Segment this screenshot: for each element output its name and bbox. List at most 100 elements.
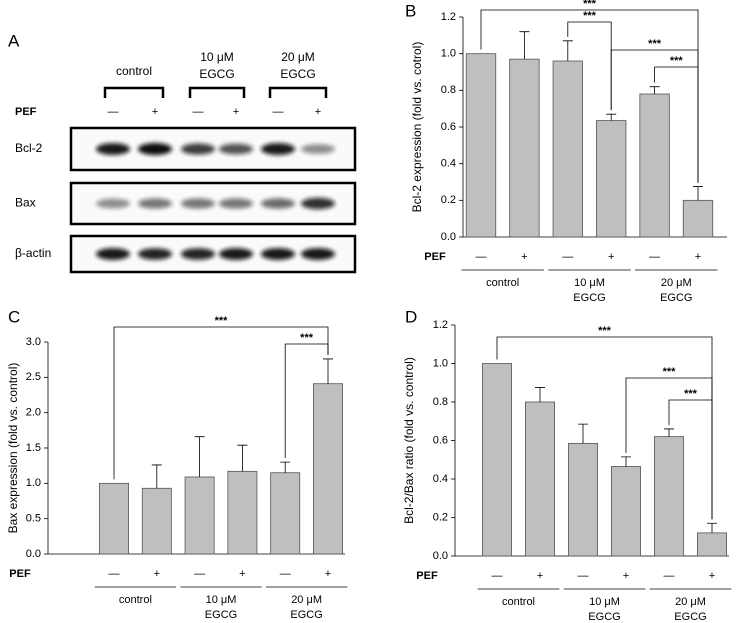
error-bar	[280, 461, 291, 473]
blot-band	[96, 198, 130, 209]
bar	[567, 442, 599, 557]
group-label: 10 μM	[200, 50, 234, 64]
blot-row-label: Bcl-2	[15, 141, 43, 155]
error-bar	[151, 464, 162, 489]
blot-band	[219, 143, 253, 155]
bar	[596, 120, 627, 238]
significance-label: ***	[583, 10, 597, 22]
y-tick-label: 0.8	[441, 84, 456, 96]
y-axis-title: Bcl-2 expression (fold vs. cotrol)	[410, 42, 424, 213]
error-bar	[606, 113, 617, 121]
group-label: control	[486, 277, 519, 289]
group-label: EGCG	[660, 292, 692, 304]
blot-band	[138, 143, 172, 155]
group-label: control	[502, 596, 535, 608]
y-tick-label: 1.2	[441, 11, 456, 23]
x-tick-label: —	[578, 570, 589, 582]
error-bar	[621, 456, 631, 467]
blot-band	[181, 143, 215, 155]
x-tick-label: +	[695, 251, 701, 263]
blot-band	[219, 248, 253, 260]
row-label: PEF	[15, 106, 37, 118]
bar	[696, 532, 728, 557]
significance-label: ***	[648, 38, 662, 50]
group-bracket	[188, 86, 246, 98]
blot-band	[261, 248, 295, 260]
error-bar	[519, 31, 530, 60]
group-label: EGCG	[280, 67, 315, 81]
x-tick-label: +	[521, 251, 527, 263]
lane-label: +	[152, 106, 158, 118]
error-bar	[707, 522, 717, 533]
row-label: PEF	[416, 570, 438, 582]
error-bar	[237, 444, 248, 472]
bar	[509, 58, 540, 238]
x-tick-label: —	[280, 568, 291, 580]
significance-label: ***	[598, 325, 612, 337]
blot-band	[96, 248, 130, 260]
y-tick-label: 1.0	[441, 48, 456, 60]
blot-band	[261, 198, 295, 209]
significance-label: ***	[663, 366, 677, 378]
significance-bracket	[668, 399, 713, 520]
x-tick-label: +	[623, 570, 629, 582]
y-tick-label: 1.0	[433, 357, 448, 369]
group-label: 20 μM	[661, 277, 692, 289]
error-bar	[562, 40, 573, 61]
x-tick-label: —	[476, 251, 487, 263]
group-label: EGCG	[205, 609, 237, 621]
bar	[653, 436, 685, 557]
y-axis-title: Bcl-2/Bax ratio (fold vs. control)	[402, 357, 416, 524]
bar	[184, 476, 215, 555]
y-tick-label: 0.0	[441, 231, 456, 243]
significance-label: ***	[670, 55, 684, 67]
group-label: control	[119, 594, 152, 606]
bar	[141, 487, 172, 555]
bar	[99, 482, 129, 555]
significance-label: ***	[215, 315, 229, 327]
x-tick-label: +	[154, 568, 160, 580]
group-label: 10 μM	[206, 594, 237, 606]
significance-bracket	[113, 326, 329, 480]
group-label: EGCG	[290, 609, 322, 621]
y-tick-label: 0.0	[26, 548, 41, 560]
error-bar	[535, 387, 545, 402]
y-tick-label: 0.2	[441, 194, 456, 206]
blot-band	[181, 248, 215, 260]
blot-row-label: Bax	[15, 196, 36, 210]
group-bracket	[268, 86, 328, 98]
bar	[610, 466, 642, 557]
significance-label: ***	[300, 332, 314, 344]
x-tick-label: —	[492, 570, 503, 582]
y-axis-title: Bax expression (fold vs. control)	[6, 363, 20, 534]
x-tick-label: +	[709, 570, 715, 582]
group-bracket	[103, 86, 165, 98]
error-bar	[693, 186, 703, 201]
blot-band	[301, 144, 335, 154]
x-tick-label: +	[239, 568, 245, 580]
y-tick-label: 1.5	[26, 442, 41, 454]
blot-band	[301, 248, 335, 260]
y-tick-label: 1.0	[26, 477, 41, 489]
blot-band	[181, 198, 215, 209]
group-label: EGCG	[573, 292, 605, 304]
x-tick-label: —	[562, 251, 573, 263]
x-tick-label: +	[537, 570, 543, 582]
bar	[465, 53, 497, 238]
y-tick-label: 2.0	[26, 407, 41, 419]
x-tick-label: +	[325, 568, 331, 580]
y-tick-label: 0.6	[433, 434, 448, 446]
blot-band	[138, 198, 172, 209]
lane-label: —	[193, 106, 204, 118]
x-tick-label: —	[649, 251, 660, 263]
error-bar	[649, 86, 660, 94]
group-label: 20 μM	[281, 50, 315, 64]
x-tick-label: —	[194, 568, 205, 580]
blot-band	[261, 143, 295, 155]
error-bar	[664, 428, 674, 437]
error-bar	[194, 436, 205, 477]
bar	[682, 199, 714, 238]
y-tick-label: 0.2	[433, 511, 448, 523]
blot-band	[219, 198, 253, 209]
